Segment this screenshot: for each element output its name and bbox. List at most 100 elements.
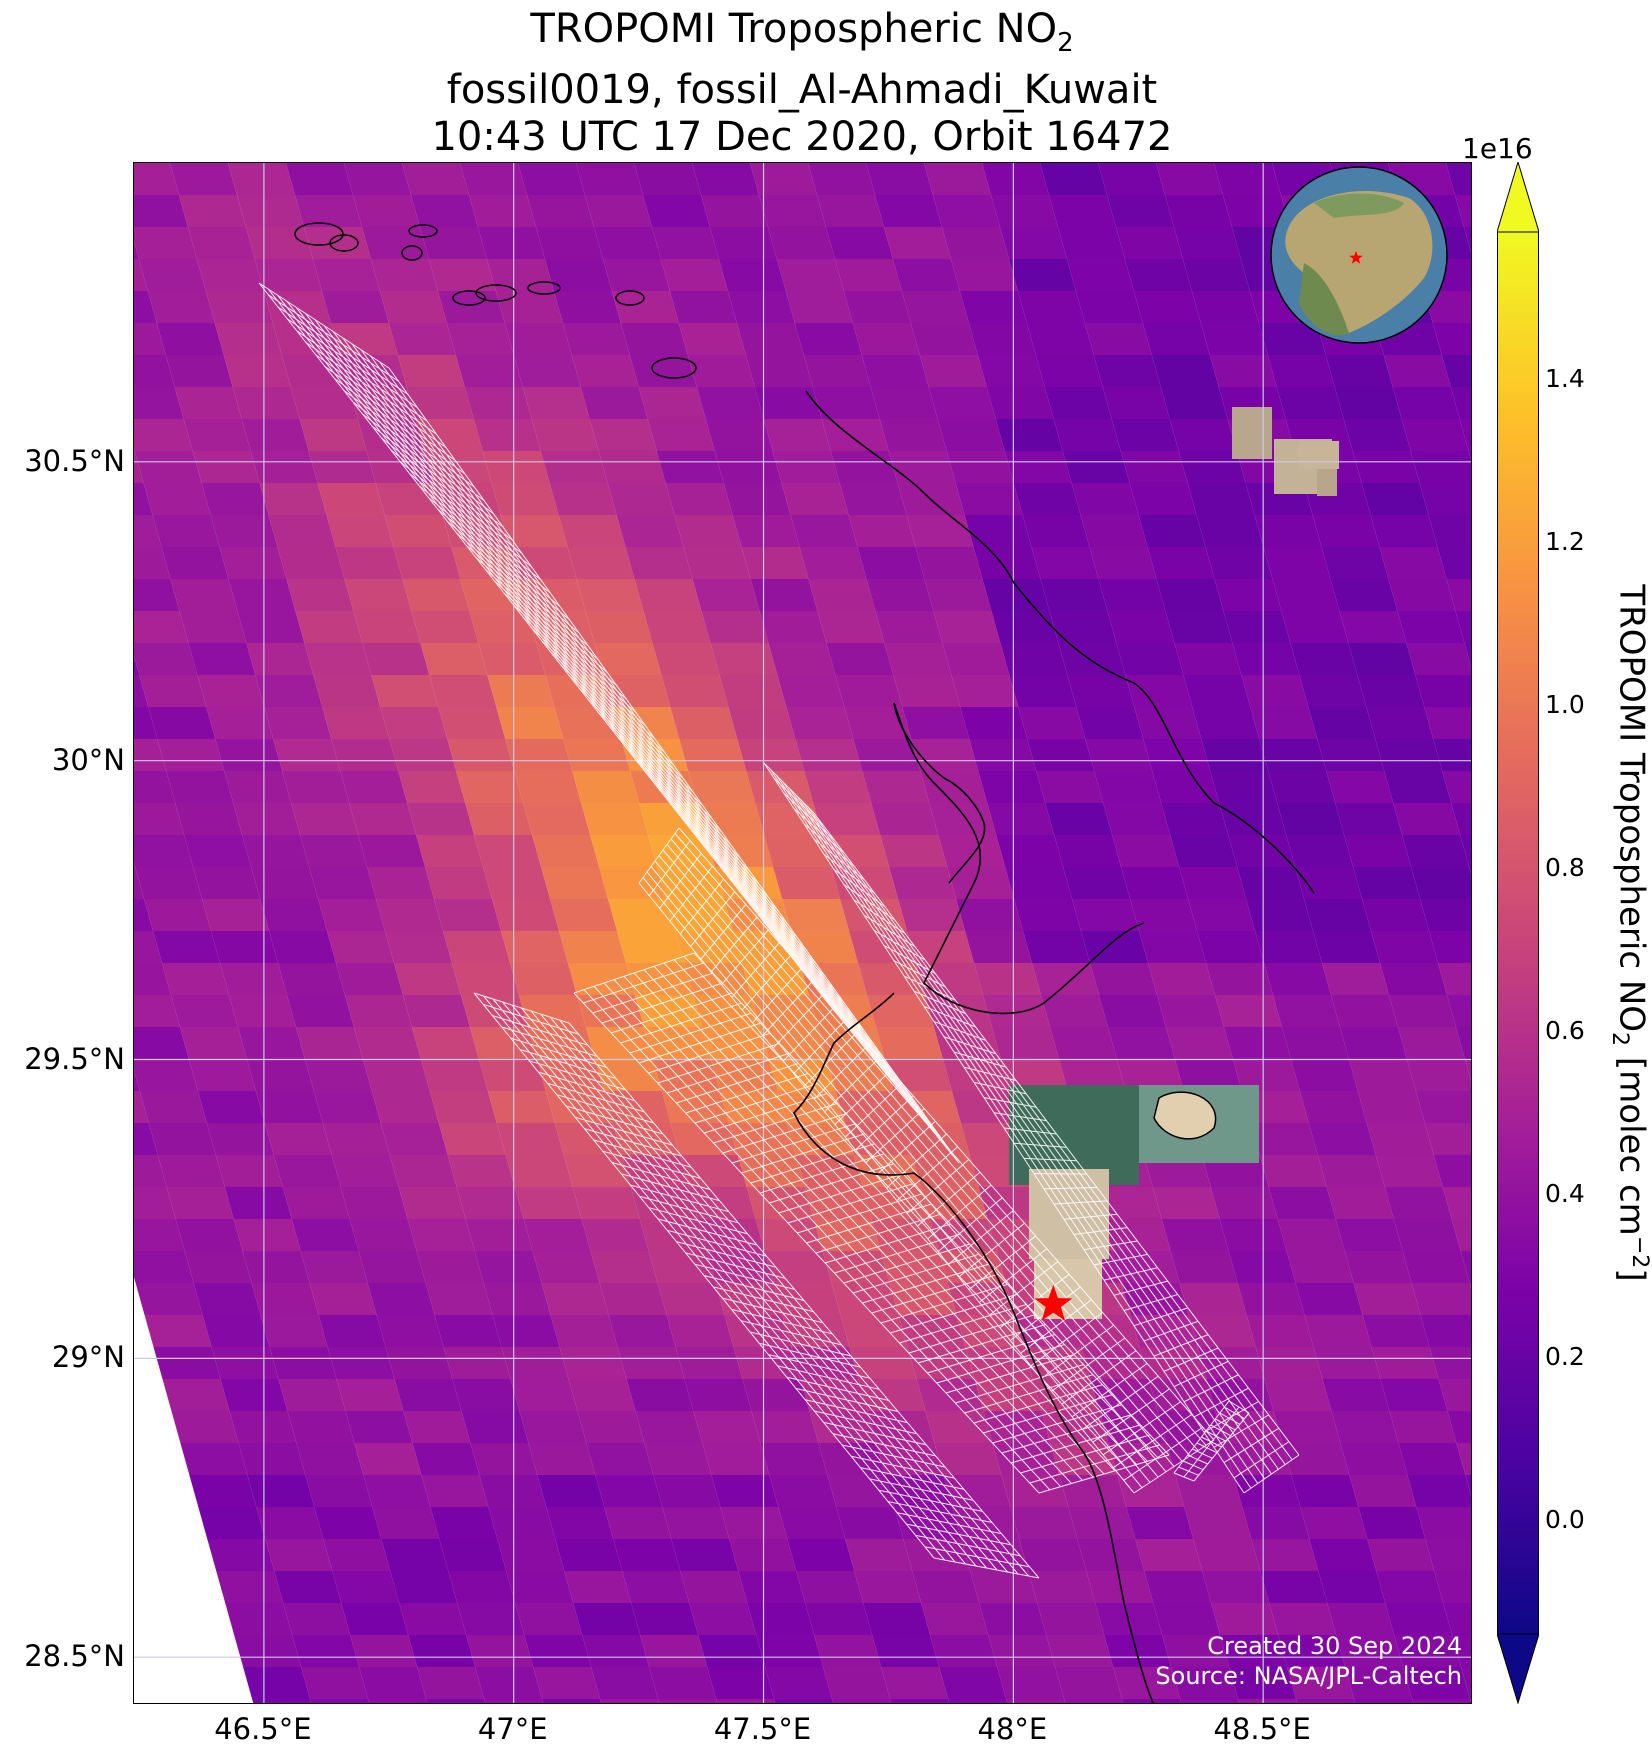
no2-pixel	[631, 1603, 699, 1635]
no2-pixel	[1434, 1571, 1471, 1603]
no2-pixel	[533, 1667, 601, 1699]
no2-pixel	[419, 227, 487, 259]
no2-pixel	[1178, 451, 1246, 483]
no2-pixel	[760, 1443, 828, 1475]
no2-pixel	[555, 1539, 623, 1571]
no2-pixel	[215, 1155, 283, 1187]
no2-pixel	[1188, 1315, 1256, 1347]
footprint-strip	[1173, 1400, 1250, 1482]
no2-pixel	[602, 259, 670, 291]
no2-pixel	[1433, 1155, 1471, 1187]
no2-pixel	[1461, 1667, 1471, 1699]
no2-pixel	[303, 227, 371, 259]
no2-pixel	[505, 1155, 573, 1187]
no2-pixel	[804, 1187, 872, 1219]
no2-pixel	[1062, 451, 1130, 483]
no2-pixel	[411, 1027, 479, 1059]
no2-pixel	[857, 547, 925, 579]
footprint-grid-line	[483, 1003, 579, 1035]
no2-pixel	[256, 1507, 324, 1539]
footprint-grid-line	[1133, 1439, 1215, 1494]
no2-pixel	[1469, 867, 1471, 874]
no2-pixel	[903, 1539, 971, 1571]
no2-pixel	[1470, 1699, 1471, 1703]
no2-pixel	[1206, 963, 1273, 995]
no2-pixel	[188, 1059, 256, 1091]
site-marker[interactable]	[1034, 1284, 1073, 1321]
footprint-grid-line	[1219, 1412, 1241, 1425]
footprint-grid-line	[704, 1093, 828, 1134]
no2-pixel	[1000, 643, 1068, 675]
no2-pixel	[1116, 1059, 1184, 1091]
no2-pixel	[389, 739, 457, 771]
no2-pixel	[206, 707, 274, 739]
no2-pixel	[777, 675, 845, 707]
footprint-grid-line	[381, 437, 513, 541]
no2-pixel	[665, 483, 733, 515]
star-icon[interactable]	[1034, 1284, 1073, 1321]
no2-pixel	[236, 195, 304, 227]
footprint-grid-line	[793, 1018, 847, 1074]
no2-pixel	[278, 1379, 346, 1411]
no2-pixel	[1175, 1475, 1243, 1507]
footprint-grid-line	[880, 1283, 1008, 1324]
no2-pixel	[901, 291, 969, 323]
footprint-grid-line	[1083, 1240, 1138, 1251]
footprint-grid-line	[456, 532, 589, 647]
no2-pixel	[341, 1603, 409, 1635]
footprint-grid-line	[1103, 1267, 1158, 1281]
no2-pixel	[474, 1251, 542, 1283]
footprint-grid-line	[679, 878, 724, 935]
footprint-grid-line	[803, 1031, 858, 1087]
footprint-grid-line	[583, 962, 704, 1004]
no2-pixel	[1398, 1443, 1466, 1475]
coastline	[294, 222, 1315, 1703]
no2-pixel	[156, 323, 224, 355]
no2-pixel	[153, 931, 220, 963]
no2-pixel	[912, 1571, 980, 1603]
no2-pixel	[1028, 1571, 1096, 1603]
no2-pixel	[134, 863, 136, 867]
no2-pixel	[1447, 1411, 1471, 1443]
footprint-grid-line	[906, 1159, 970, 1214]
colorbar-tick-label: 1.2	[1545, 526, 1585, 556]
map-panel[interactable]	[133, 162, 1472, 1704]
no2-pixel	[273, 1155, 341, 1187]
no2-pixel	[937, 419, 1005, 451]
colorbar-tick-label: 0.2	[1545, 1341, 1585, 1371]
no2-pixel	[1214, 163, 1281, 195]
no2-pixel	[1362, 899, 1430, 931]
no2-pixel	[674, 515, 742, 547]
no2-pixel	[1286, 835, 1354, 867]
no2-pixel	[1102, 387, 1170, 419]
no2-pixel	[1169, 419, 1237, 451]
footprint-grid-line	[672, 806, 808, 952]
no2-pixel	[572, 771, 640, 803]
no2-pixel	[184, 1251, 252, 1283]
no2-pixel	[1326, 1187, 1394, 1219]
no2-pixel	[1125, 675, 1193, 707]
map-canvas[interactable]	[134, 163, 1472, 1704]
no2-pixel	[1013, 483, 1081, 515]
no2-pixel	[1456, 1443, 1471, 1475]
no2-pixel	[825, 227, 893, 259]
no2-pixel	[394, 1379, 462, 1411]
no2-pixel	[716, 1699, 776, 1703]
no2-pixel	[590, 835, 658, 867]
no2-pixel	[264, 1123, 332, 1155]
no2-pixel	[813, 803, 881, 835]
no2-pixel	[1232, 643, 1300, 675]
no2-pixel	[1237, 1283, 1305, 1315]
no2-pixel	[559, 1347, 627, 1379]
no2-pixel	[907, 931, 974, 963]
globe-land-africa	[1299, 263, 1349, 336]
no2-pixel	[995, 419, 1063, 451]
colorbar	[1497, 162, 1539, 1704]
no2-pixel	[1273, 1411, 1341, 1443]
no2-pixel	[179, 611, 247, 643]
no2-pixel	[1068, 1507, 1136, 1539]
footprint-grid-line	[797, 1193, 923, 1234]
no2-pixel	[785, 291, 853, 323]
no2-pixel	[723, 483, 791, 515]
no2-pixel	[728, 707, 796, 739]
